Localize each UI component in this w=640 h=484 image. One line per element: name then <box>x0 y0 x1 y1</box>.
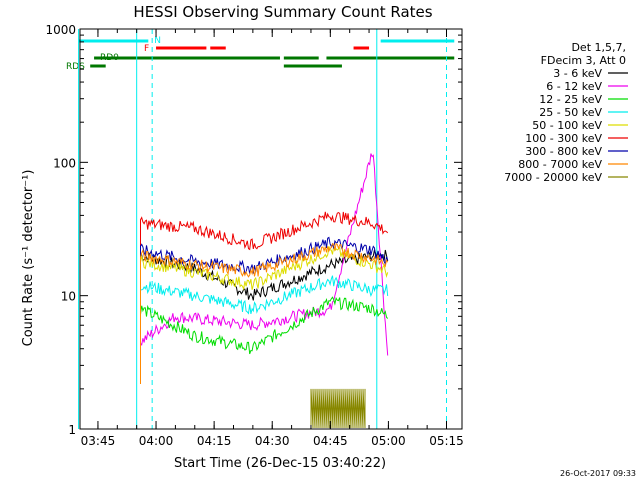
rd0-flag-label: RD0 <box>100 53 119 63</box>
legend-label-s100_300: 100 - 300 keV <box>525 132 602 145</box>
series-s25_50 <box>140 275 389 384</box>
series-s100_300 <box>140 211 389 384</box>
rds-flag-label: RDS <box>66 62 85 72</box>
observing-flags: NF RD0 RDS <box>66 36 455 72</box>
legend-label-s25_50: 25 - 50 keV <box>539 106 602 119</box>
y-tick-label: 1000 <box>45 23 76 37</box>
legend-label-s3_6: 3 - 6 keV <box>553 67 602 80</box>
legend-header-line: FDecim 3, Att 0 <box>541 54 626 67</box>
y-tick-label: 10 <box>61 290 76 304</box>
series-s6_12 <box>140 153 389 384</box>
legend-label-s300_800: 300 - 800 keV <box>525 145 602 158</box>
x-tick-label: 04:15 <box>197 434 232 448</box>
legend-label-s50_100: 50 - 100 keV <box>532 119 602 132</box>
series-s50_100 <box>140 245 389 384</box>
x-tick-label: 04:30 <box>255 434 290 448</box>
series-lines <box>140 153 389 429</box>
x-tick-label: 05:15 <box>429 434 464 448</box>
series-s300_800 <box>140 236 389 384</box>
x-tick-label: 04:45 <box>313 434 348 448</box>
x-tick-label: 05:00 <box>371 434 406 448</box>
plot-frame <box>79 28 463 430</box>
x-tick-label: 04:00 <box>139 434 174 448</box>
x-axis-label: Start Time (26-Dec-15 03:40:22) <box>174 456 386 471</box>
series-s7000_20000 <box>310 388 366 429</box>
eclipse-lines <box>78 29 448 429</box>
y-axis-label: Count Rate (s⁻¹ detector⁻¹) <box>21 170 36 347</box>
series-s12_25 <box>140 296 389 384</box>
y-tick-label: 1 <box>68 423 76 437</box>
flare-flag-label: F <box>144 44 149 54</box>
night-flag-label: N <box>154 36 161 46</box>
axes: 03:45 04:00 04:15 04:30 04:45 05:00 05:15 1 10 10… <box>45 23 463 448</box>
legend-label-s6_12: 6 - 12 keV <box>546 80 602 93</box>
chart-title: HESSI Observing Summary Count Rates <box>133 3 432 21</box>
legend-label-s7000_20000: 7000 - 20000 keV <box>504 171 602 184</box>
legend-label-s12_25: 12 - 25 keV <box>539 93 602 106</box>
legend-header-line: Det 1,5,7, <box>571 41 626 54</box>
series-s800_7000 <box>140 242 389 384</box>
footer-timestamp: 26-Oct-2017 09:33 <box>560 469 636 478</box>
y-tick-label: 100 <box>53 156 76 170</box>
legend-label-s800_7000: 800 - 7000 keV <box>518 158 602 171</box>
x-tick-label: 03:45 <box>81 434 116 448</box>
